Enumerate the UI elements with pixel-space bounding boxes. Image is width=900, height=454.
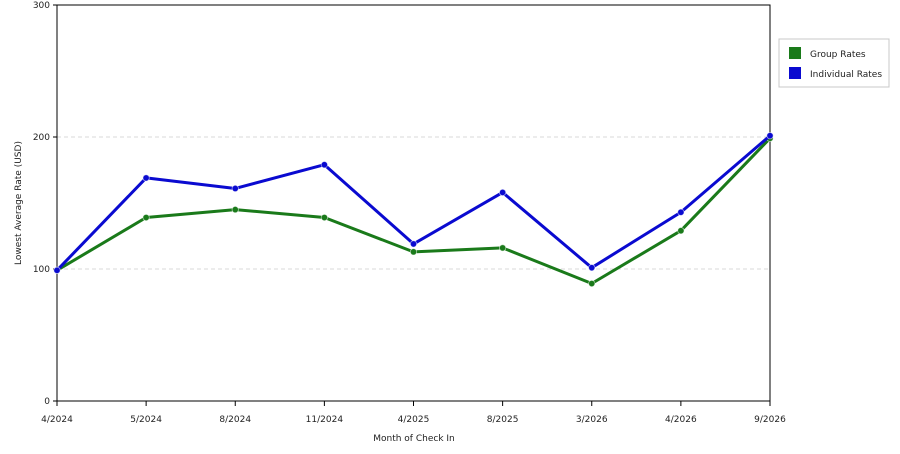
x-tick-label-3: 11/2024 bbox=[306, 415, 344, 425]
data-point-group-rates-7 bbox=[677, 227, 685, 235]
data-point-group-rates-5 bbox=[499, 244, 507, 252]
series-lines bbox=[53, 132, 774, 288]
y-tick-label-100: 100 bbox=[33, 265, 50, 275]
legend-swatch-group-rates bbox=[789, 47, 801, 59]
data-point-group-rates-6 bbox=[588, 279, 596, 288]
data-point-individual-rates-2 bbox=[231, 184, 239, 193]
x-tick-label-4: 4/2025 bbox=[398, 415, 430, 425]
x-tick-label-8: 9/2026 bbox=[754, 415, 786, 425]
data-point-group-rates-4 bbox=[409, 248, 418, 256]
y-axis-ticks: 0 100 200 300 bbox=[33, 1, 57, 407]
legend-label-group-rates: Group Rates bbox=[810, 50, 866, 60]
data-point-group-rates-1 bbox=[142, 213, 150, 222]
x-tick-label-6: 3/2026 bbox=[576, 415, 608, 425]
x-tick-label-5: 8/2025 bbox=[487, 415, 519, 425]
data-point-individual-rates-8 bbox=[766, 132, 774, 140]
x-tick-label-0: 4/2024 bbox=[41, 415, 73, 425]
x-tick-label-1: 5/2024 bbox=[130, 415, 162, 425]
y-axis-title: Lowest Average Rate (USD) bbox=[14, 141, 24, 265]
legend-swatch-individual-rates bbox=[789, 67, 801, 79]
data-point-individual-rates-1 bbox=[142, 174, 150, 182]
data-point-individual-rates-0 bbox=[53, 266, 61, 274]
y-tick-label-300: 300 bbox=[33, 1, 50, 11]
legend-label-individual-rates: Individual Rates bbox=[810, 70, 882, 80]
series-line-group-rates bbox=[55, 136, 772, 286]
data-point-individual-rates-5 bbox=[499, 188, 507, 197]
data-point-individual-rates-7 bbox=[677, 208, 685, 216]
x-axis-title: Month of Check In bbox=[373, 434, 455, 444]
x-tick-label-2: 8/2024 bbox=[219, 415, 251, 425]
data-point-individual-rates-4 bbox=[409, 240, 418, 248]
x-axis-ticks: 4/2024 5/2024 8/2024 11/2024 4/2025 8/2025 3/2… bbox=[41, 401, 786, 425]
data-point-group-rates-3 bbox=[320, 213, 328, 222]
data-point-group-rates-2 bbox=[231, 206, 239, 214]
data-point-individual-rates-3 bbox=[320, 161, 328, 169]
x-tick-label-7: 4/2026 bbox=[665, 415, 697, 425]
axes bbox=[56, 4, 771, 402]
data-point-individual-rates-6 bbox=[588, 264, 596, 272]
plot-frame bbox=[56, 4, 771, 402]
legend: Group Rates Individual Rates bbox=[778, 38, 890, 88]
y-tick-label-0: 0 bbox=[44, 397, 50, 407]
y-tick-label-200: 200 bbox=[33, 133, 50, 143]
